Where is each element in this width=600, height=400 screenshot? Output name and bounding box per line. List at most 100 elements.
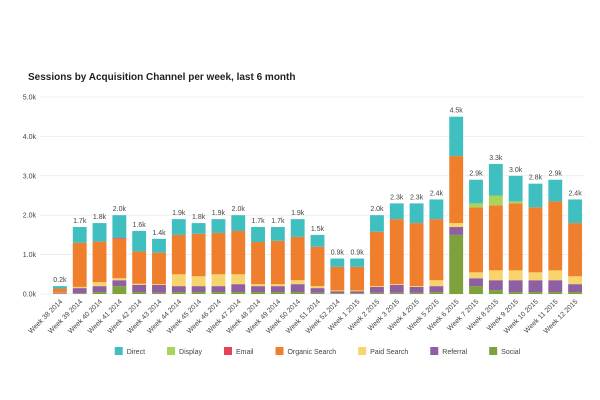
legend-swatch (358, 347, 367, 355)
bar-segment (568, 276, 583, 285)
bar-segment (469, 207, 483, 273)
bar-segment (171, 286, 186, 293)
bar-segment (270, 227, 285, 241)
bar-segment (92, 241, 107, 283)
bar-segment (52, 286, 67, 289)
bar-segment (92, 282, 107, 287)
bar-segment (488, 290, 503, 294)
total-label: 1.5k (311, 226, 325, 233)
bar-segment (132, 292, 147, 294)
bar-segment (449, 156, 464, 224)
bar-segment (548, 179, 563, 202)
bar-segment (429, 219, 444, 281)
bar-segment (52, 288, 67, 293)
bar-segment (211, 292, 226, 294)
bar-segment (171, 292, 186, 294)
bar-segment (152, 252, 166, 285)
bar-segment (270, 284, 285, 287)
bar-segment (330, 293, 345, 294)
bar-segment (488, 195, 503, 206)
bar-segment (211, 232, 226, 275)
chart-title: Sessions by Acquisition Channel per week… (28, 72, 295, 83)
bar-segment (449, 227, 464, 235)
total-label: 1.7k (251, 218, 265, 225)
y-tick-label: 2.0k (23, 213, 37, 220)
bar-segment (469, 278, 483, 287)
total-label: 2.0k (113, 206, 127, 213)
bar-segment (251, 292, 265, 294)
bar-segment (370, 286, 384, 287)
legend-swatch (489, 347, 498, 355)
bar-segment (152, 284, 166, 293)
bar-segment (72, 227, 87, 243)
bar-segment (508, 201, 523, 204)
bar-segment (469, 179, 483, 204)
bar-segment (488, 280, 503, 291)
bar-segment (171, 274, 186, 287)
bar-segment (310, 292, 325, 294)
bar-segment (350, 291, 365, 294)
bar-segment (92, 292, 107, 294)
bar-segment (290, 284, 305, 293)
bar-segment (112, 286, 127, 294)
bar-segment (310, 288, 325, 293)
bar-segment (191, 223, 206, 234)
total-label: 1.9k (212, 210, 226, 217)
bar-segment (508, 270, 523, 281)
total-label: 2.4k (430, 190, 444, 197)
legend-label: Display (179, 349, 202, 356)
legend-label: Organic Search (287, 349, 336, 356)
total-label: 2.0k (232, 206, 246, 213)
bar-segment (409, 292, 424, 294)
total-label: 2.8k (529, 175, 543, 182)
bar-segment (171, 219, 186, 235)
y-tick-label: 3.0k (23, 173, 37, 180)
bar-segment (72, 288, 87, 294)
bar-segment (469, 203, 483, 208)
bar-segment (310, 246, 325, 287)
total-label: 0.9k (331, 250, 345, 257)
bar-segment (370, 215, 384, 232)
bar-segment (231, 274, 246, 285)
total-label: 1.6k (133, 222, 147, 229)
total-label: 2.3k (410, 194, 424, 201)
total-label: 3.0k (509, 167, 523, 174)
y-tick-label: 0.0k (23, 292, 37, 299)
bar-segment (290, 236, 305, 281)
bar-segment (52, 293, 67, 294)
bar-segment (231, 292, 246, 294)
total-label: 1.4k (152, 230, 166, 237)
bar-segment (429, 199, 444, 220)
bar-segment (152, 292, 166, 294)
bar-segment (231, 215, 246, 231)
legend-label: Direct (127, 349, 145, 356)
bar-segment (488, 163, 503, 196)
x-tick-label: Week 38 2014 (28, 298, 65, 335)
total-label: 3.3k (489, 155, 503, 162)
bar-segment (548, 280, 563, 293)
bar-segment (330, 290, 345, 292)
legend: Direct Display Email Organic Search Paid Sea… (114, 347, 521, 356)
bar-segment (211, 286, 226, 293)
bar-segment (508, 280, 523, 293)
bar-segment (429, 292, 444, 294)
bar-segment (290, 219, 305, 237)
bar-segment (389, 284, 404, 293)
bar-segment (488, 205, 503, 271)
bar-segment (508, 292, 523, 294)
total-label: 2.4k (568, 190, 582, 197)
bar-segment (409, 223, 424, 287)
bar-segment (429, 280, 444, 287)
bar-segment (409, 286, 424, 293)
bar-segment (330, 266, 345, 291)
bar-segment (72, 293, 87, 294)
bar-segment (152, 284, 166, 285)
bar-segment (330, 291, 345, 294)
bar-segment (528, 280, 543, 293)
bar-segment (350, 293, 365, 294)
bar-segment (528, 207, 543, 273)
total-label: 2.3k (390, 194, 404, 201)
bar-segment (270, 240, 285, 285)
bar-segment (310, 286, 325, 289)
bar-segment (132, 283, 147, 285)
